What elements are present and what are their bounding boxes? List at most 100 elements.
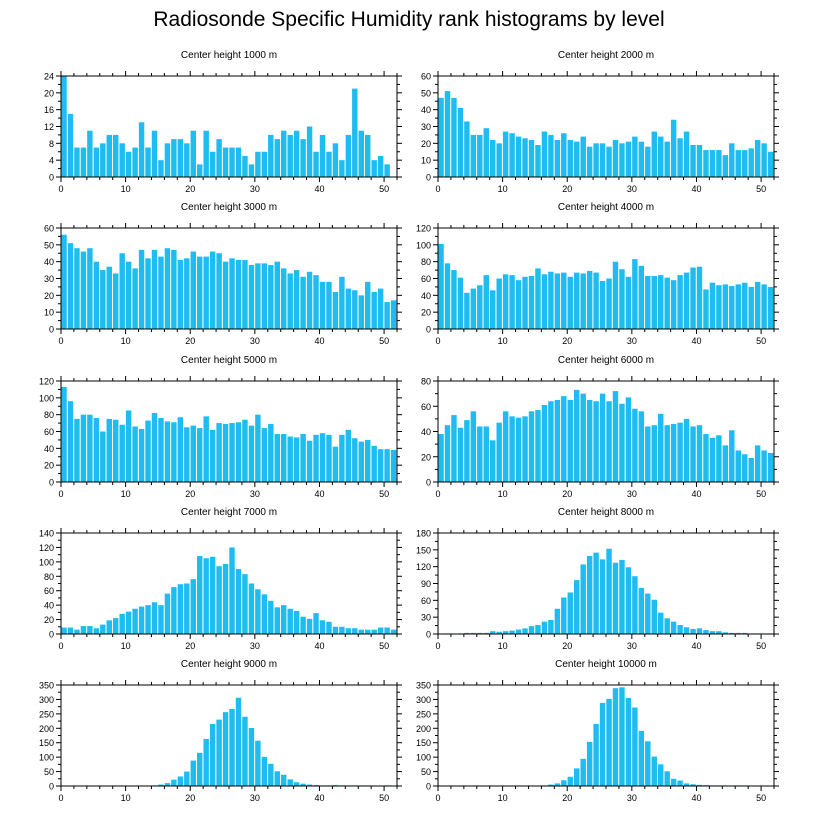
histogram-bar [229, 423, 235, 482]
histogram-bar [606, 698, 612, 786]
histogram-bar [677, 422, 683, 482]
histogram-bar [326, 434, 332, 482]
histogram-bar [177, 417, 184, 482]
histogram-bar [274, 139, 280, 178]
histogram-bar [696, 425, 703, 482]
histogram-bar [742, 632, 748, 634]
x-tick-label: 40 [691, 641, 701, 651]
y-tick-label: 100 [39, 753, 54, 763]
histogram-bar [287, 273, 293, 329]
histogram-bar [87, 130, 93, 177]
histogram-bar [203, 130, 209, 177]
histogram-bar [658, 275, 664, 329]
histogram-bar [100, 431, 106, 482]
histogram-bar [67, 627, 74, 634]
histogram-bar [332, 446, 339, 482]
y-tick-label: 300 [416, 695, 431, 705]
histogram-bar [248, 425, 255, 482]
histogram-bar [664, 771, 670, 786]
x-tick-label: 40 [314, 793, 324, 803]
x-tick-label: 50 [756, 641, 766, 651]
histogram-bar [358, 441, 364, 482]
histogram-bar [216, 423, 222, 482]
histogram-bar [242, 716, 248, 786]
chart-panel-4: Center height 4000 m 0 20 40 60 80 100 120 0 10 20… [416, 202, 779, 346]
y-tick-label: 20 [421, 452, 431, 462]
histogram-bar [339, 160, 345, 177]
histogram-bar [106, 134, 112, 177]
panel-title: Center height 5000 m [181, 355, 277, 366]
histogram-bar [535, 145, 541, 177]
histogram-bar [561, 780, 567, 786]
histogram-bar [541, 274, 548, 329]
histogram-bar [390, 300, 397, 329]
histogram-bar [119, 613, 125, 634]
plot-frame [60, 684, 398, 787]
x-tick-label: 10 [498, 489, 508, 499]
histogram-bar [74, 147, 80, 177]
histogram-bar [274, 434, 280, 482]
histogram-bar [464, 632, 470, 634]
histogram-bar [696, 145, 703, 177]
histogram-bar [319, 281, 326, 329]
histogram-bar [242, 155, 248, 177]
histogram-bar [548, 401, 554, 482]
x-tick-label: 0 [435, 184, 440, 194]
histogram-bar [509, 630, 515, 634]
histogram-bar [528, 626, 535, 634]
histogram-bar [377, 155, 384, 177]
histogram-bar [645, 593, 651, 634]
histogram-bar [541, 404, 548, 482]
x-tick-label: 50 [379, 489, 389, 499]
histogram-bar [268, 423, 274, 482]
histogram-bar [502, 411, 509, 482]
histogram-bar [490, 440, 496, 482]
histogram-bar [326, 151, 332, 177]
histogram-bar [625, 697, 632, 786]
histogram-bar [690, 784, 696, 786]
histogram-bar [113, 273, 119, 329]
histogram-bar [352, 628, 358, 634]
histogram-bar [754, 281, 761, 329]
histogram-bar [209, 556, 216, 634]
histogram-bar [268, 600, 274, 634]
histogram-bar [645, 741, 651, 786]
histogram-bar [229, 147, 235, 177]
histogram-bar [235, 569, 242, 634]
x-tick-label: 50 [756, 793, 766, 803]
histogram-bar [735, 632, 741, 634]
histogram-bar [197, 256, 203, 329]
x-tick-label: 10 [498, 641, 508, 651]
histogram-bar [606, 401, 612, 482]
histogram-bar [345, 628, 352, 634]
histogram-bar [567, 399, 573, 482]
y-tick-label: 0 [49, 173, 54, 183]
x-tick-label: 30 [250, 184, 260, 194]
histogram-bar [222, 423, 229, 482]
histogram-bar [287, 779, 293, 786]
chart-panel-5: Center height 5000 m 0 20 40 60 80 100 120 0 10 20… [39, 355, 402, 499]
histogram-bar [216, 139, 222, 178]
histogram-bar [548, 619, 554, 634]
y-tick-label: 60 [44, 586, 54, 596]
histogram-bar [365, 281, 371, 329]
chart-panel-9: Center height 9000 m05010015020025030035… [39, 659, 402, 803]
histogram-bar [522, 276, 528, 329]
histogram-bar [248, 728, 255, 786]
x-tick-label: 40 [314, 641, 324, 651]
histogram-bar [177, 584, 184, 634]
histogram-bar [287, 608, 293, 634]
histogram-bar [625, 567, 632, 634]
y-tick-label: 350 [39, 681, 54, 691]
panel-title: Center height 6000 m [558, 355, 654, 366]
x-tick-label: 20 [185, 336, 195, 346]
histogram-bar [151, 412, 158, 482]
histogram-bar [477, 632, 483, 634]
histogram-bar [451, 97, 457, 177]
y-tick-label: 30 [421, 613, 431, 623]
histogram-bar [580, 273, 586, 329]
histogram-bar [209, 429, 216, 482]
histogram-bar [281, 130, 287, 177]
chart-panel-3: Center height 3000 m 0 10 20 30 40 50 60 0 10 20 30… [44, 202, 402, 346]
